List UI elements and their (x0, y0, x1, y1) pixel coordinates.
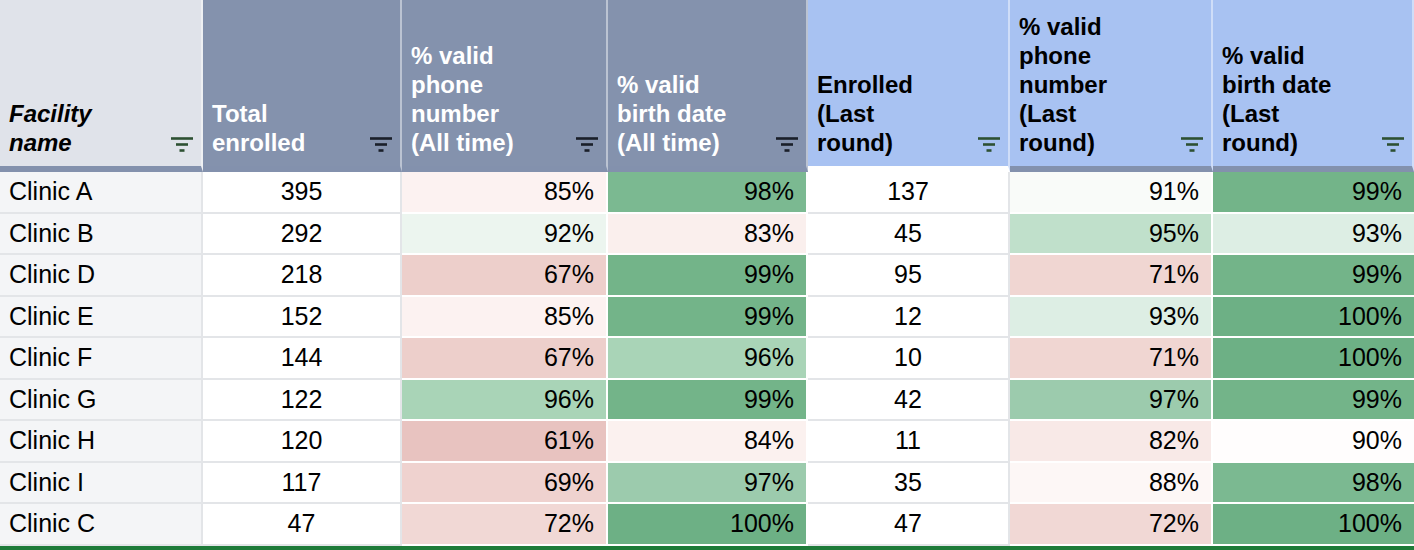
cell-enrolled_last[interactable]: 95 (808, 255, 1010, 297)
cell-facility[interactable]: Clinic F (0, 338, 203, 380)
cell-total[interactable]: 120 (203, 421, 402, 463)
cell-total[interactable]: 218 (203, 255, 402, 297)
filter-icon[interactable] (977, 136, 1001, 153)
cell-phone_all[interactable]: 92% (402, 214, 608, 256)
cell-phone_last[interactable]: 91% (1010, 172, 1213, 214)
column-header-phone_all[interactable]: % valid phone number (All time) (402, 0, 608, 172)
column-header-phone_last[interactable]: % valid phone number (Last round) (1010, 0, 1213, 172)
cell-facility[interactable]: Clinic A (0, 172, 203, 214)
cell-birth_last[interactable]: 100% (1213, 297, 1414, 339)
column-header-label: Enrolled (Last round) (817, 70, 974, 157)
cell-phone_all[interactable]: 85% (402, 297, 608, 339)
column-header-label: % valid birth date (All time) (617, 70, 772, 157)
column-header-label: Facility name (9, 99, 167, 157)
table-row: Clinic B29292%83%4595%93% (0, 214, 1414, 256)
cell-enrolled_last[interactable]: 10 (808, 338, 1010, 380)
column-header-label: % valid birth date (Last round) (1222, 41, 1378, 157)
cell-phone_all[interactable]: 67% (402, 255, 608, 297)
cell-facility[interactable]: Clinic H (0, 421, 203, 463)
cell-phone_last[interactable]: 93% (1010, 297, 1213, 339)
cell-facility[interactable]: Clinic G (0, 380, 203, 422)
cell-facility[interactable]: Clinic E (0, 297, 203, 339)
cell-total[interactable]: 144 (203, 338, 402, 380)
cell-phone_all[interactable]: 67% (402, 338, 608, 380)
cell-birth_all[interactable]: 99% (608, 255, 808, 297)
cell-birth_last[interactable]: 99% (1213, 380, 1414, 422)
sheet-table: Facility name Total enrolled % valid phone… (0, 0, 1414, 546)
column-header-birth_all[interactable]: % valid birth date (All time) (608, 0, 808, 172)
cell-enrolled_last[interactable]: 35 (808, 463, 1010, 505)
table-row: Clinic C4772%100%4772%100% (0, 504, 1414, 546)
cell-birth_last[interactable]: 93% (1213, 214, 1414, 256)
filter-icon[interactable] (775, 136, 799, 153)
sheet-header-row: Facility name Total enrolled % valid phone… (0, 0, 1414, 172)
filter-icon[interactable] (1180, 136, 1204, 153)
cell-birth_last[interactable]: 98% (1213, 463, 1414, 505)
cell-enrolled_last[interactable]: 12 (808, 297, 1010, 339)
cell-enrolled_last[interactable]: 137 (808, 172, 1010, 214)
cell-phone_last[interactable]: 95% (1010, 214, 1213, 256)
cell-birth_last[interactable]: 99% (1213, 172, 1414, 214)
table-row: Clinic I11769%97%3588%98% (0, 463, 1414, 505)
cell-phone_last[interactable]: 71% (1010, 338, 1213, 380)
cell-birth_all[interactable]: 99% (608, 297, 808, 339)
column-header-facility[interactable]: Facility name (0, 0, 203, 172)
cell-facility[interactable]: Clinic B (0, 214, 203, 256)
filter-icon[interactable] (1381, 136, 1405, 153)
column-header-total[interactable]: Total enrolled (203, 0, 402, 172)
cell-birth_all[interactable]: 99% (608, 380, 808, 422)
cell-birth_all[interactable]: 100% (608, 504, 808, 546)
spreadsheet-grid: Facility name Total enrolled % valid phone… (0, 0, 1414, 550)
cell-total[interactable]: 117 (203, 463, 402, 505)
filter-icon[interactable] (170, 136, 194, 153)
cell-enrolled_last[interactable]: 47 (808, 504, 1010, 546)
table-row: Clinic H12061%84%1182%90% (0, 421, 1414, 463)
table-row: Clinic F14467%96%1071%100% (0, 338, 1414, 380)
cell-total[interactable]: 122 (203, 380, 402, 422)
cell-birth_all[interactable]: 83% (608, 214, 808, 256)
cell-birth_all[interactable]: 97% (608, 463, 808, 505)
cell-birth_all[interactable]: 98% (608, 172, 808, 214)
cell-birth_all[interactable]: 84% (608, 421, 808, 463)
filter-icon[interactable] (575, 136, 599, 153)
cell-birth_all[interactable]: 96% (608, 338, 808, 380)
cell-phone_all[interactable]: 85% (402, 172, 608, 214)
cell-facility[interactable]: Clinic D (0, 255, 203, 297)
cell-phone_last[interactable]: 82% (1010, 421, 1213, 463)
cell-phone_last[interactable]: 97% (1010, 380, 1213, 422)
cell-enrolled_last[interactable]: 42 (808, 380, 1010, 422)
cell-birth_last[interactable]: 100% (1213, 504, 1414, 546)
cell-facility[interactable]: Clinic C (0, 504, 203, 546)
cell-enrolled_last[interactable]: 45 (808, 214, 1010, 256)
sheet-body: Clinic A39585%98%13791%99%Clinic B29292%… (0, 172, 1414, 546)
cell-total[interactable]: 395 (203, 172, 402, 214)
cell-total[interactable]: 152 (203, 297, 402, 339)
column-header-enrolled_last[interactable]: Enrolled (Last round) (808, 0, 1010, 172)
cell-birth_last[interactable]: 90% (1213, 421, 1414, 463)
column-header-label: Total enrolled (212, 99, 366, 157)
cell-phone_all[interactable]: 96% (402, 380, 608, 422)
cell-enrolled_last[interactable]: 11 (808, 421, 1010, 463)
cell-phone_last[interactable]: 71% (1010, 255, 1213, 297)
cell-total[interactable]: 292 (203, 214, 402, 256)
cell-phone_all[interactable]: 61% (402, 421, 608, 463)
table-row: Clinic A39585%98%13791%99% (0, 172, 1414, 214)
cell-birth_last[interactable]: 99% (1213, 255, 1414, 297)
column-header-birth_last[interactable]: % valid birth date (Last round) (1213, 0, 1414, 172)
table-row: Clinic G12296%99%4297%99% (0, 380, 1414, 422)
cell-phone_all[interactable]: 69% (402, 463, 608, 505)
column-header-label: % valid phone number (Last round) (1019, 12, 1177, 157)
filter-icon[interactable] (369, 136, 393, 153)
cell-phone_last[interactable]: 88% (1010, 463, 1213, 505)
table-row: Clinic E15285%99%1293%100% (0, 297, 1414, 339)
table-row: Clinic D21867%99%9571%99% (0, 255, 1414, 297)
cell-phone_last[interactable]: 72% (1010, 504, 1213, 546)
column-header-label: % valid phone number (All time) (411, 41, 572, 157)
cell-birth_last[interactable]: 100% (1213, 338, 1414, 380)
cell-facility[interactable]: Clinic I (0, 463, 203, 505)
cell-total[interactable]: 47 (203, 504, 402, 546)
cell-phone_all[interactable]: 72% (402, 504, 608, 546)
